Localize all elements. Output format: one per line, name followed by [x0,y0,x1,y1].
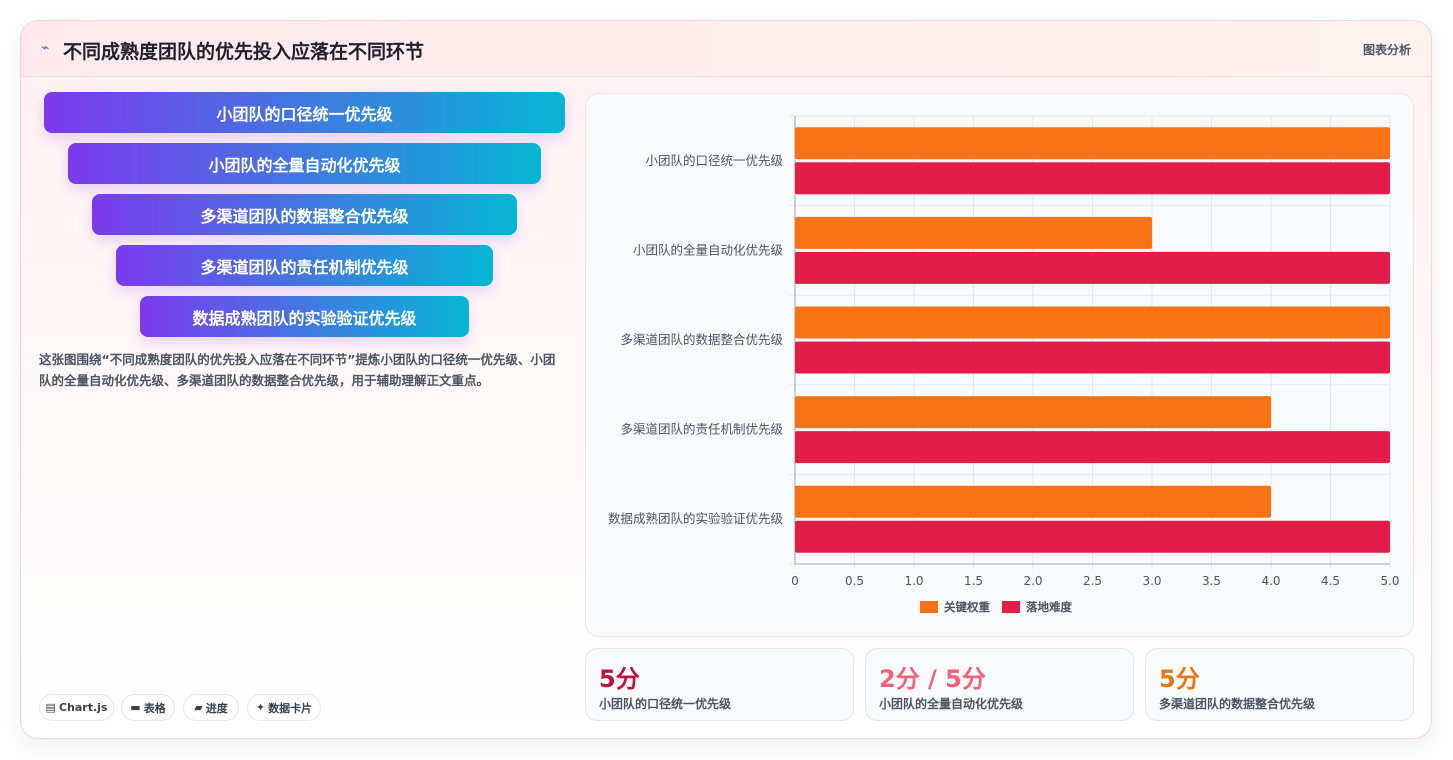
bar [795,396,1271,429]
x-tick-label: 3.0 [1142,574,1161,588]
sparkline-icon: ⌁ [41,40,50,56]
bar [795,127,1390,160]
funnel-item: 多渠道团队的责任机制优先级 [116,245,493,286]
bar [795,216,1152,249]
legend-label: 关键权重 [944,600,990,614]
y-tick-label: 数据成熟团队的实验验证优先级 [608,511,784,526]
chip-table[interactable]: ▬ 表格 [121,694,175,721]
x-tick-label: 0.5 [845,574,864,588]
chip-label: 数据卡片 [268,701,313,715]
funnel-item: 多渠道团队的数据整合优先级 [92,194,517,235]
chip-label: 进度 [205,701,228,715]
chip-chartjs[interactable]: ▤ Chart.js [39,694,114,721]
funnel-item: 小团队的全量自动化优先级 [68,143,541,184]
table-icon: ▬ [130,701,141,714]
stat-value: 5分 [1159,665,1200,693]
x-tick-label: 2.5 [1083,574,1102,588]
x-tick-label: 4.5 [1321,574,1340,588]
bar-chart: 0 0.5 1.0 1.5 2.0 2.5 3.0 3.5 4.0 4.5 5.0 小团队的口径统一优… [608,115,1400,614]
page-title: 不同成熟度团队的优先投入应落在不同环节 [63,41,425,63]
bar [795,162,1390,195]
chart-panel: 0 0.5 1.0 1.5 2.0 2.5 3.0 3.5 4.0 4.5 5.0 小团队的口径统一优… [585,93,1414,637]
x-tick-label: 0 [791,574,799,588]
chip-label: Chart.js [58,701,108,714]
legend-swatch [920,601,938,613]
chip-label: 表格 [143,701,166,715]
chart-description: 这张图围绕“不同成熟度团队的优先投入应落在不同环节”提炼小团队的口径统一优先级、… [39,352,556,388]
funnel-item: 小团队的口径统一优先级 [44,92,565,133]
bar [795,431,1390,464]
progress-icon: ▰ [194,701,203,714]
x-tick-label: 1.0 [904,574,923,588]
chip-data-card[interactable]: ✦ 数据卡片 [247,694,321,721]
stat-label: 多渠道团队的数据整合优先级 [1159,697,1316,711]
x-tick-label: 3.5 [1202,574,1221,588]
bar [795,306,1390,339]
bar [795,341,1390,374]
card-icon: ✦ [255,701,266,714]
legend-label: 落地难度 [1026,600,1072,614]
y-tick-label: 小团队的全量自动化优先级 [633,242,784,257]
stat-card: 2分 / 5分 小团队的全量自动化优先级 [865,648,1134,721]
bar [795,520,1390,553]
chart-icon: ▤ [45,701,56,714]
stat-value: 2分 / 5分 [879,665,986,693]
chart-card: ⌁ 不同成熟度团队的优先投入应落在不同环节 图表分析 小团队的口径统一优先级 小… [20,20,1432,739]
legend-swatch [1002,601,1020,613]
chip-progress[interactable]: ▰ 进度 [183,694,239,721]
x-tick-label: 2.0 [1023,574,1042,588]
x-tick-label: 1.5 [964,574,983,588]
y-tick-label: 多渠道团队的责任机制优先级 [620,422,783,437]
stat-label: 小团队的口径统一优先级 [599,697,732,711]
card-header: ⌁ 不同成熟度团队的优先投入应落在不同环节 图表分析 [21,21,1431,77]
x-tick-label: 5.0 [1380,574,1399,588]
stat-label: 小团队的全量自动化优先级 [879,697,1024,711]
stat-value: 5分 [599,665,640,693]
bar [795,485,1271,518]
y-tick-label: 多渠道团队的数据整合优先级 [620,332,783,347]
x-tick-label: 4.0 [1261,574,1280,588]
bar [795,251,1390,284]
stat-card: 5分 小团队的口径统一优先级 [585,648,854,721]
y-tick-label: 小团队的口径统一优先级 [645,153,783,168]
funnel-item: 数据成熟团队的实验验证优先级 [140,296,469,337]
stat-card: 5分 多渠道团队的数据整合优先级 [1145,648,1414,721]
chart-analysis-tag: 图表分析 [1362,43,1411,57]
